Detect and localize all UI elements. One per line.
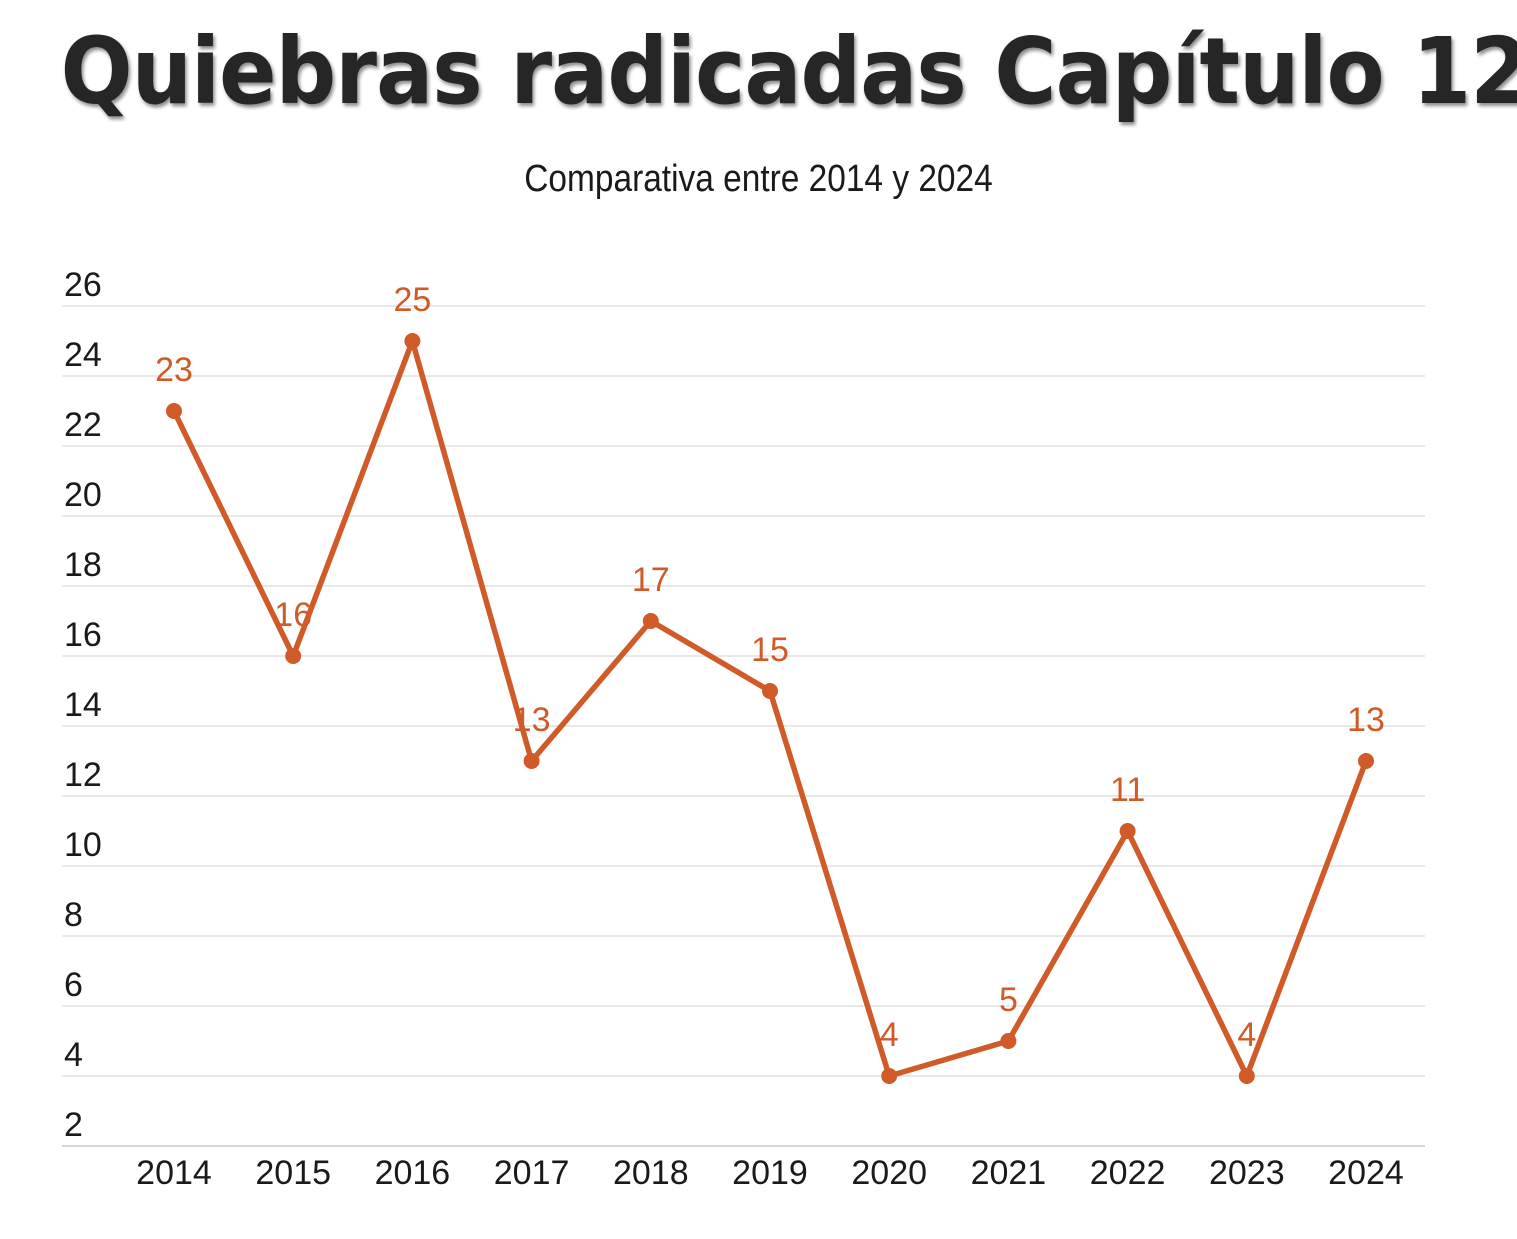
y-tick-label: 22	[64, 406, 102, 444]
data-label: 13	[513, 701, 551, 739]
data-point	[1238, 1068, 1255, 1084]
chart-subtitle: Comparativa entre 2014 y 2024	[524, 158, 993, 200]
y-axis: 26 24 22 20 18 16 14 12 10 8 6 4 2	[64, 266, 102, 1144]
data-label: 4	[1237, 1016, 1256, 1054]
data-point	[285, 648, 302, 664]
y-tick-label: 14	[64, 686, 102, 724]
y-tick-label: 18	[64, 546, 102, 584]
data-label: 16	[274, 596, 312, 634]
data-point	[1000, 1033, 1017, 1049]
y-tick-label: 2	[64, 1106, 83, 1144]
data-label: 15	[751, 631, 789, 669]
y-tick-label: 10	[64, 826, 102, 864]
y-tick-label: 4	[64, 1036, 83, 1074]
data-label: 25	[393, 281, 431, 319]
data-point	[881, 1068, 898, 1084]
y-tick-label: 6	[64, 966, 83, 1004]
data-point	[1119, 823, 1136, 839]
data-label: 23	[155, 351, 193, 389]
data-label: 5	[999, 981, 1018, 1019]
x-tick-label: 2023	[1209, 1154, 1285, 1192]
data-label: 17	[632, 561, 670, 599]
chart-title: Quiebras radicadas Capítulo 12	[60, 18, 1517, 125]
data-point	[762, 683, 778, 699]
y-tick-label: 26	[64, 266, 102, 304]
x-tick-label: 2015	[255, 1154, 331, 1192]
x-tick-label: 2024	[1328, 1154, 1404, 1192]
data-point	[166, 403, 182, 419]
y-tick-label: 24	[64, 336, 102, 374]
data-point	[1358, 753, 1374, 769]
x-tick-label: 2020	[851, 1154, 927, 1192]
x-tick-label: 2014	[136, 1154, 212, 1192]
x-tick-label: 2016	[375, 1154, 451, 1192]
data-label: 11	[1110, 771, 1145, 809]
y-tick-label: 20	[64, 476, 102, 514]
series-layer: 23 16 25 13 17 15 4 5 11 4 13	[155, 281, 1385, 1084]
data-label: 13	[1347, 701, 1385, 739]
x-tick-label: 2022	[1090, 1154, 1166, 1192]
y-tick-label: 8	[64, 896, 83, 934]
x-tick-label: 2019	[732, 1154, 808, 1192]
data-label: 4	[880, 1016, 899, 1054]
y-tick-label: 16	[64, 616, 102, 654]
data-point	[404, 333, 421, 349]
data-point	[523, 753, 540, 769]
y-tick-label: 12	[64, 756, 102, 794]
x-axis: 2014 2015 2016 2017 2018 2019 2020 2021 2022 2023…	[136, 1154, 1404, 1192]
x-tick-label: 2021	[971, 1154, 1047, 1192]
data-point	[642, 613, 659, 629]
x-tick-label: 2018	[613, 1154, 689, 1192]
series-line	[171, 338, 1369, 1079]
x-tick-label: 2017	[494, 1154, 570, 1192]
